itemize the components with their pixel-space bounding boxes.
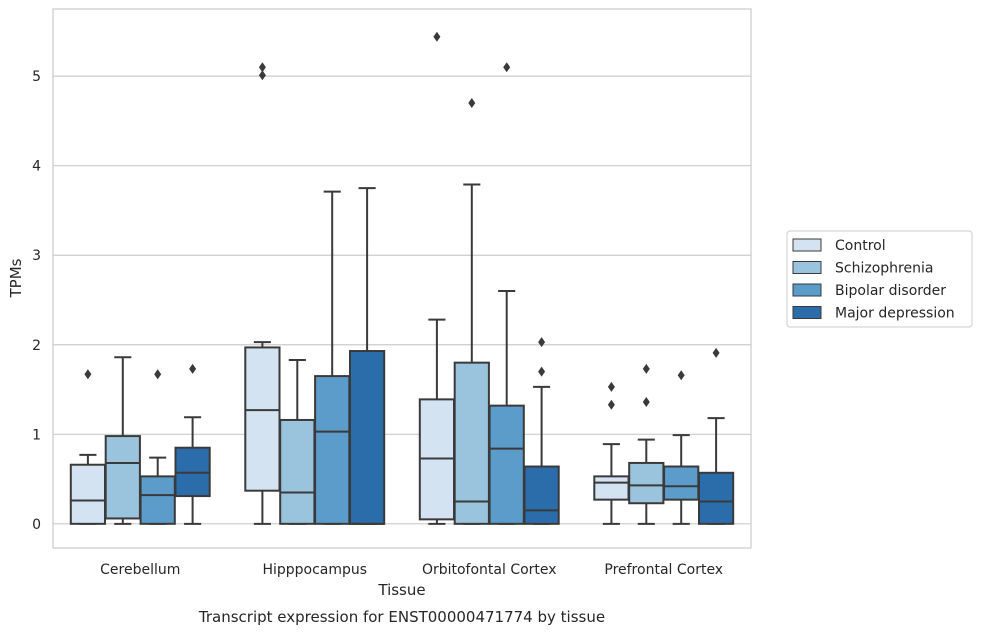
outlier-point: [503, 62, 511, 73]
box-iqr: [348, 350, 386, 525]
y-axis-label: TPMs: [7, 258, 25, 298]
box-group: [593, 381, 630, 525]
x-tick-label: Orbitofontal Cortex: [422, 562, 557, 578]
chart-title: Transcript expression for ENST0000047177…: [198, 608, 605, 626]
outlier-point: [642, 397, 650, 408]
y-tick-label: 2: [32, 338, 41, 354]
box-group: [697, 347, 735, 525]
box-iqr: [593, 475, 630, 501]
box-iqr: [453, 361, 490, 525]
box-iqr: [523, 465, 560, 525]
legend-label: Major depression: [835, 306, 955, 322]
x-tick-label: Hipppocampus: [262, 562, 367, 578]
box-iqr: [139, 475, 176, 525]
outlier-point: [433, 31, 441, 42]
legend-label: Schizophrenia: [835, 261, 933, 277]
y-tick-label: 3: [32, 248, 41, 264]
outlier-point: [677, 370, 685, 381]
box-group: [244, 62, 281, 525]
box-iqr: [104, 435, 141, 520]
boxes: [69, 31, 735, 525]
outlier-point: [538, 337, 546, 348]
box-iqr: [244, 346, 281, 492]
legend-swatch: [792, 306, 822, 319]
outlier-point: [607, 381, 615, 392]
box-group: [314, 190, 351, 525]
box-iqr: [314, 375, 351, 525]
box-iqr: [488, 404, 525, 525]
box-iqr: [69, 463, 107, 525]
y-tick-label: 4: [32, 159, 41, 175]
outlier-point: [607, 399, 615, 410]
x-tick-label: Prefrontal Cortex: [604, 562, 723, 578]
box-group: [139, 369, 176, 525]
legend-label: Control: [835, 238, 886, 254]
legend-frame: [786, 230, 973, 328]
legend: Control Schizophrenia Bipolar disorder Majo…: [786, 230, 973, 328]
box-group: [174, 363, 211, 525]
x-tick-label: Cerebellum: [100, 562, 180, 578]
box-group: [348, 187, 386, 525]
box-iqr: [279, 418, 316, 525]
outlier-point: [642, 363, 650, 374]
box-group: [279, 358, 316, 525]
outlier-point: [712, 347, 720, 358]
box-iqr: [628, 461, 665, 505]
box-group: [104, 356, 141, 525]
outlier-point: [258, 62, 266, 73]
outlier-point: [258, 70, 266, 81]
outlier-point: [468, 98, 476, 109]
x-tick-labels: Cerebellum Hipppocampus Orbitofontal Corte…: [100, 562, 723, 578]
box-group: [663, 370, 700, 525]
box-iqr: [697, 471, 735, 525]
x-axis-label: Tissue: [377, 581, 425, 599]
box-group: [418, 31, 456, 525]
outlier-point: [84, 369, 92, 380]
outlier-point: [538, 366, 546, 377]
box-group: [628, 363, 665, 525]
box-group: [488, 62, 525, 525]
legend-swatch: [792, 238, 822, 252]
y-tick-label: 1: [32, 427, 41, 443]
y-tick-labels: 0 1 2 3 4 5: [32, 69, 41, 533]
box-group: [523, 337, 560, 525]
legend-swatch: [792, 261, 822, 274]
gridlines: [53, 75, 751, 525]
box-iqr: [663, 465, 700, 501]
legend-swatch: [792, 283, 822, 297]
box-group: [69, 369, 107, 525]
plot-frame: [52, 8, 752, 549]
legend-label: Bipolar disorder: [835, 283, 946, 299]
y-tick-label: 0: [32, 517, 41, 533]
y-tick-label: 5: [32, 69, 41, 85]
outlier-point: [154, 369, 162, 380]
outlier-point: [189, 363, 197, 374]
box-group: [453, 98, 490, 525]
